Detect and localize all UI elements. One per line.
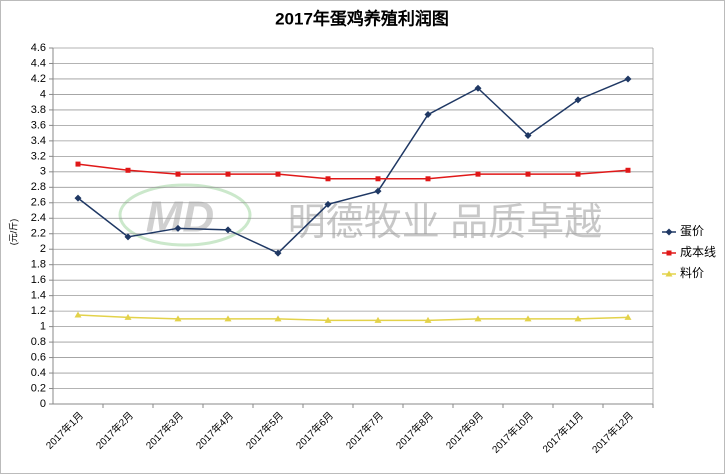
point-marker bbox=[124, 313, 132, 320]
series-line bbox=[77, 163, 629, 180]
y-tick-label: 4 bbox=[40, 88, 46, 100]
y-tick-label: 1.2 bbox=[31, 305, 46, 317]
point-marker bbox=[75, 161, 81, 167]
chart-title: 2017年蛋鸡养殖利润图 bbox=[275, 8, 449, 28]
point-marker bbox=[174, 224, 182, 232]
point-marker bbox=[374, 187, 382, 195]
y-tick-label: 2 bbox=[40, 243, 46, 255]
logo-arc bbox=[118, 183, 252, 247]
point-marker bbox=[275, 171, 281, 177]
y-tick-label: 0.8 bbox=[31, 336, 46, 348]
y-tick-label: 1.4 bbox=[31, 290, 46, 302]
point-marker bbox=[274, 249, 282, 257]
point-marker bbox=[225, 171, 231, 177]
y-tick-label: 1 bbox=[40, 321, 46, 333]
point-marker bbox=[525, 171, 531, 177]
point-marker bbox=[665, 270, 673, 277]
point-marker bbox=[574, 96, 582, 104]
point-marker bbox=[224, 226, 232, 234]
series bbox=[74, 75, 632, 257]
point-marker bbox=[324, 316, 332, 323]
y-tick-label: 1.6 bbox=[31, 274, 46, 286]
point-marker bbox=[666, 250, 672, 256]
point-marker bbox=[124, 233, 132, 241]
point-marker bbox=[325, 176, 331, 182]
point-marker bbox=[74, 194, 82, 202]
y-axis-label: (元/斤) bbox=[8, 219, 18, 246]
y-tick-label: 3.6 bbox=[31, 119, 46, 131]
y-tick-label: 4.6 bbox=[31, 42, 46, 54]
y-tick-label: 0 bbox=[40, 398, 46, 410]
series-line bbox=[77, 314, 629, 322]
y-tick-label: 3.8 bbox=[31, 104, 46, 116]
series bbox=[75, 161, 631, 182]
point-marker bbox=[224, 315, 232, 322]
point-marker bbox=[574, 315, 582, 322]
watermark: 明德牧业 品质卓越 bbox=[288, 202, 603, 244]
point-marker bbox=[125, 167, 131, 173]
y-tick-label: 0.2 bbox=[31, 382, 46, 394]
series bbox=[74, 311, 632, 323]
y-tick-label: 3 bbox=[40, 166, 46, 178]
point-marker bbox=[665, 228, 673, 236]
point-marker bbox=[474, 315, 482, 322]
point-marker bbox=[524, 315, 532, 322]
point-marker bbox=[475, 171, 481, 177]
point-marker bbox=[424, 111, 432, 119]
point-marker bbox=[624, 75, 632, 83]
y-tick-label: 2.8 bbox=[31, 181, 46, 193]
point-marker bbox=[624, 313, 632, 320]
legend-label: 成本线 bbox=[680, 245, 716, 259]
y-tick-label: 3.4 bbox=[31, 135, 46, 147]
y-tick-label: 0.6 bbox=[31, 351, 46, 363]
y-tick-label: 2.4 bbox=[31, 212, 46, 224]
y-tick-label: 4.2 bbox=[31, 73, 46, 85]
y-tick-label: 2.6 bbox=[31, 197, 46, 209]
point-marker bbox=[374, 316, 382, 323]
point-marker bbox=[424, 316, 432, 323]
point-marker bbox=[324, 200, 332, 208]
y-tick-label: 1.8 bbox=[31, 259, 46, 271]
y-tick-label: 0.4 bbox=[31, 367, 46, 379]
point-marker bbox=[524, 131, 532, 139]
watermark-group: MD 明德牧业 品质卓越 bbox=[118, 183, 603, 247]
logo: MD bbox=[146, 193, 214, 242]
legend-label: 蛋价 bbox=[680, 224, 704, 238]
point-marker bbox=[575, 171, 581, 177]
point-marker bbox=[375, 176, 381, 182]
point-marker bbox=[625, 167, 631, 173]
y-tick-label: 3.2 bbox=[31, 150, 46, 162]
point-marker bbox=[274, 315, 282, 322]
legend-label: 料价 bbox=[680, 266, 704, 280]
point-marker bbox=[425, 176, 431, 182]
point-marker bbox=[74, 311, 82, 318]
series-line bbox=[77, 78, 629, 254]
point-marker bbox=[474, 84, 482, 92]
point-marker bbox=[175, 171, 181, 177]
y-tick-label: 2.2 bbox=[31, 228, 46, 240]
point-marker bbox=[174, 315, 182, 322]
y-tick-label: 4.4 bbox=[31, 57, 46, 69]
